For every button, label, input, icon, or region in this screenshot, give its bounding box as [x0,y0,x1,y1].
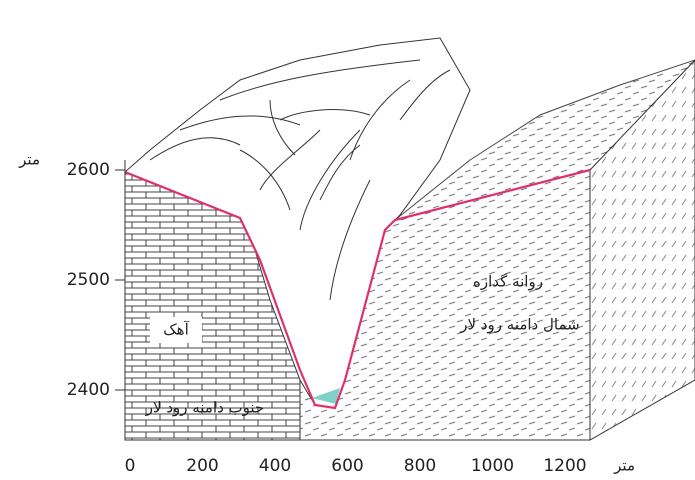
y-unit: متر [18,151,40,169]
y-tick-label: 2400 [67,380,110,400]
x-tick-label: 200 [186,456,218,476]
label-bg [150,317,202,343]
y-tick-label: 2600 [67,160,110,180]
lava-label: روانه گدازه [473,273,543,291]
south-label: جنوب دامنه رود لار [145,399,264,417]
x-unit: متر [613,457,635,475]
x-tick-label: 400 [259,456,291,476]
north-label: شمال دامنه رود لار [459,316,579,334]
x-tick-label: 1200 [543,456,586,476]
x-tick-label: 0 [125,456,136,476]
terrain [124,37,695,441]
y-tick-label: 2500 [67,270,110,290]
x-tick-label: 800 [404,456,436,476]
limestone-label: آهک [163,321,189,339]
x-tick-label: 1000 [471,456,514,476]
x-tick-label: 600 [331,456,363,476]
